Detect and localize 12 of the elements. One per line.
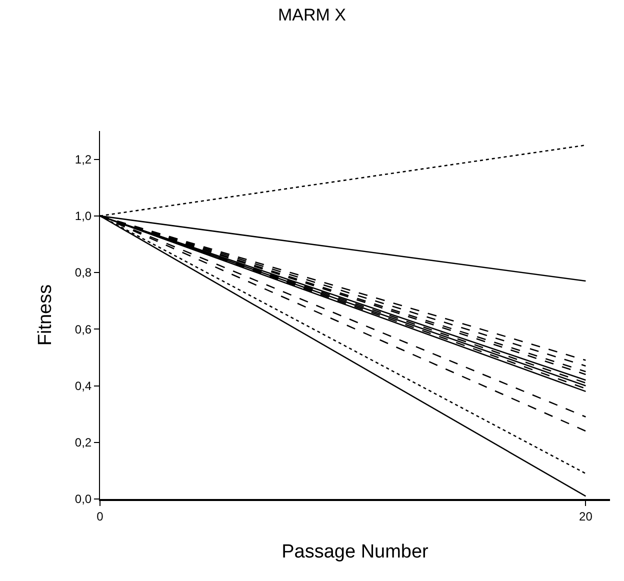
y-tick-label: 0,8 bbox=[74, 266, 92, 280]
x-axis-title: Passage Number bbox=[282, 542, 430, 563]
x-tick-label: 20 bbox=[579, 509, 593, 524]
x-tick-label: 0 bbox=[96, 509, 104, 524]
y-axis-title: Fitness bbox=[34, 284, 56, 346]
y-tick-label: 0,0 bbox=[74, 492, 92, 506]
y-tick-label: 0,2 bbox=[74, 436, 92, 450]
y-tick-label: 0,6 bbox=[74, 322, 92, 336]
chart-title: MARM X bbox=[278, 6, 346, 25]
y-tick-label: 1,2 bbox=[74, 152, 92, 167]
y-tick-label: 0,4 bbox=[74, 378, 92, 393]
y-tick-label: 1,0 bbox=[74, 209, 92, 224]
